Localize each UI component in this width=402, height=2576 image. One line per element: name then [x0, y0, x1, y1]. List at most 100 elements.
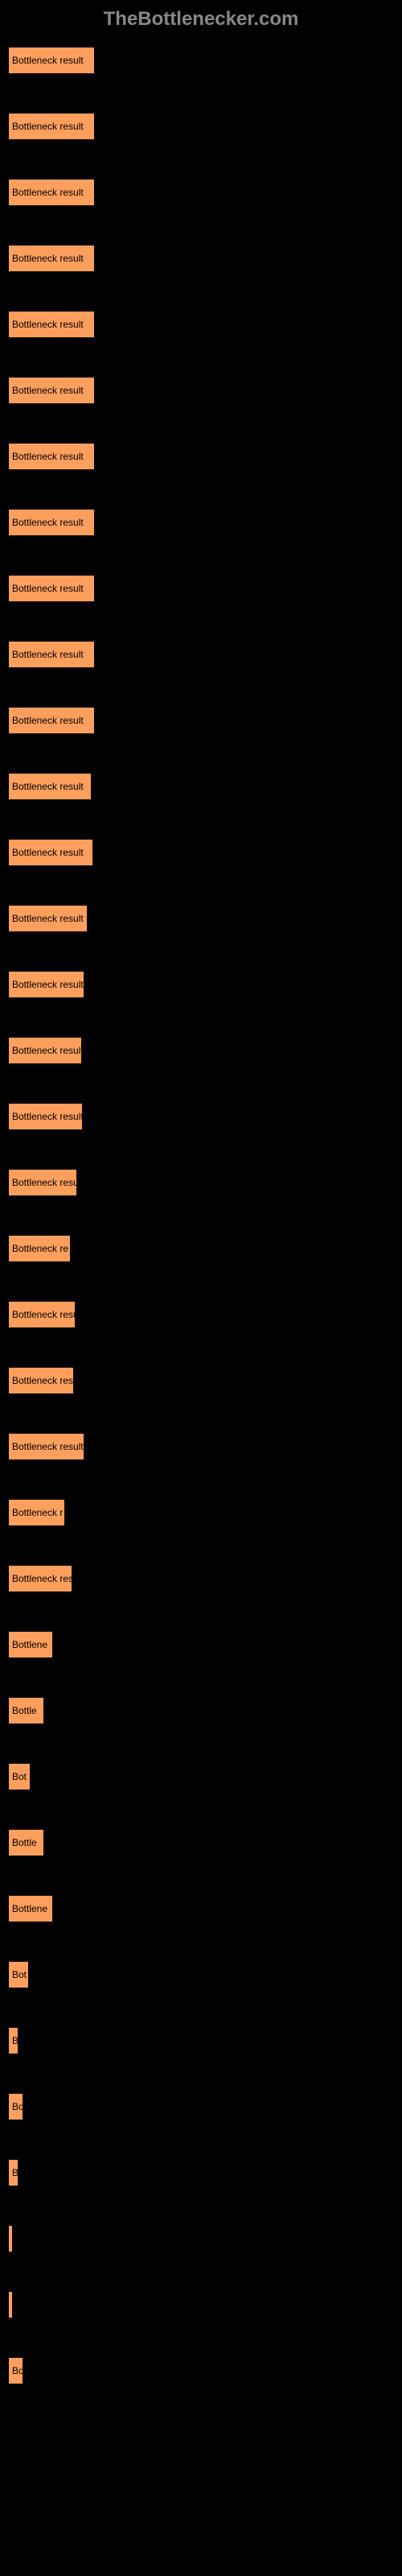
bar: Bottleneck result [8, 641, 95, 668]
bar-row: Bottlene [8, 1631, 394, 1658]
bar-label: Bottleneck result [12, 847, 84, 858]
bar-label: Bottleneck result [12, 385, 84, 396]
bar-row: Bottleneck resu [8, 1301, 394, 1328]
bar-label: Bottleneck result [12, 649, 84, 660]
bar: Bottleneck result [8, 509, 95, 536]
bar-label: Bottleneck res [12, 1573, 72, 1584]
bar-label: Bottleneck result [12, 451, 84, 462]
bar-row: Bo [8, 2093, 394, 2120]
bar-row: Bottleneck result [8, 179, 394, 206]
bar-row: Bottle [8, 1697, 394, 1724]
bar-label: Bottleneck re [12, 1243, 68, 1254]
bar-label: Bo [12, 2365, 23, 2376]
bar-label: Bottleneck result [12, 55, 84, 66]
bar: Bottleneck result [8, 773, 92, 800]
bar-label: Bottleneck result [12, 187, 84, 198]
bar: Bottlene [8, 1895, 53, 1922]
bar-row: Bottleneck result [8, 443, 394, 470]
bar-label: B [12, 2167, 18, 2178]
bar-row: Bottleneck result [8, 47, 394, 74]
bar-row: Bot [8, 1961, 394, 1988]
bar-row: Bottleneck resu [8, 1169, 394, 1196]
bar: Bottleneck res [8, 1367, 74, 1394]
bar-label: Bottleneck result [12, 253, 84, 264]
bar: Bot [8, 1763, 31, 1790]
bar-row: Bottleneck result [8, 1103, 394, 1130]
bar-row: Bottleneck r [8, 1499, 394, 1526]
bar-row: Bottleneck res [8, 1565, 394, 1592]
bar-label: Bottleneck result [12, 781, 84, 792]
bar: Bot [8, 1961, 29, 1988]
bar: Bottleneck resu [8, 1169, 77, 1196]
bar-row: Bottleneck result [8, 113, 394, 140]
bar: Bottleneck resu [8, 1301, 76, 1328]
bar: Bottleneck r [8, 1499, 65, 1526]
bar-label: B [12, 2035, 18, 2046]
bar: Bo [8, 2093, 23, 2120]
bar-row: Bottleneck result [8, 641, 394, 668]
bar-label: Bottleneck res [12, 1375, 73, 1386]
bar: Bottlene [8, 1631, 53, 1658]
bar-label: Bottleneck result [12, 715, 84, 726]
bar: Bottleneck result [8, 839, 93, 866]
bar-row: Bottleneck result [8, 971, 394, 998]
bar-row: Bottleneck result [8, 509, 394, 536]
bar-row: Bottleneck result [8, 377, 394, 404]
bar-row: Bottleneck result [8, 839, 394, 866]
bar: Bottleneck result [8, 575, 95, 602]
bar-label: Bottleneck r [12, 1507, 63, 1518]
bar: Bottleneck result [8, 707, 95, 734]
bar [8, 2291, 13, 2318]
bar: Bo [8, 2357, 23, 2384]
bar-row: Bottleneck result [8, 1433, 394, 1460]
bar-row: Bottleneck result [8, 1037, 394, 1064]
bar-row [8, 2291, 394, 2318]
bar: Bottle [8, 1829, 44, 1856]
bar: B [8, 2159, 18, 2186]
bar: Bottleneck result [8, 971, 84, 998]
bar-label: Bot [12, 1771, 27, 1782]
bar: Bottleneck result [8, 311, 95, 338]
bar-row: Bottleneck result [8, 707, 394, 734]
bar-label: Bottlene [12, 1639, 47, 1650]
bar-label: Bottleneck resu [12, 1177, 77, 1188]
bar-chart: Bottleneck result Bottleneck result Bottle… [0, 47, 402, 2384]
bar-label: Bottleneck result [12, 1441, 84, 1452]
bar: Bottleneck result [8, 113, 95, 140]
bar-label: Bottleneck result [12, 583, 84, 594]
bar-row: Bottleneck result [8, 773, 394, 800]
bar: B [8, 2027, 18, 2054]
bar-label: Bottleneck result [12, 1111, 83, 1122]
bar-row: Bot [8, 1763, 394, 1790]
bar-label: Bot [12, 1969, 27, 1980]
bar: Bottleneck result [8, 1037, 82, 1064]
bar-row: Bottleneck result [8, 311, 394, 338]
bar-label: Bottleneck result [12, 319, 84, 330]
bar-row: Bo [8, 2357, 394, 2384]
bar-label: Bottle [12, 1705, 37, 1716]
bar-row: Bottle [8, 1829, 394, 1856]
bar-row: Bottleneck result [8, 905, 394, 932]
bar-row: Bottleneck re [8, 1235, 394, 1262]
bar-row: Bottlene [8, 1895, 394, 1922]
bar: Bottleneck res [8, 1565, 72, 1592]
bar: Bottleneck result [8, 377, 95, 404]
bar-row: Bottleneck result [8, 245, 394, 272]
bar-row: Bottleneck result [8, 575, 394, 602]
bar: Bottleneck result [8, 443, 95, 470]
bar: Bottleneck result [8, 905, 88, 932]
bar-label: Bottle [12, 1837, 37, 1848]
bar-row [8, 2225, 394, 2252]
bar-label: Bo [12, 2101, 23, 2112]
bar-label: Bottleneck result [12, 517, 84, 528]
bar-label: Bottleneck result [12, 1045, 82, 1056]
bar-label: Bottlene [12, 1903, 47, 1914]
bar-label: Bottleneck result [12, 121, 84, 132]
bar [8, 2225, 13, 2252]
bar-row: B [8, 2159, 394, 2186]
page-header: TheBottlenecker.com [0, 8, 402, 31]
bar-label: Bottleneck result [12, 979, 84, 990]
bar: Bottleneck result [8, 245, 95, 272]
bar: Bottleneck result [8, 179, 95, 206]
bar: Bottleneck result [8, 1103, 83, 1130]
